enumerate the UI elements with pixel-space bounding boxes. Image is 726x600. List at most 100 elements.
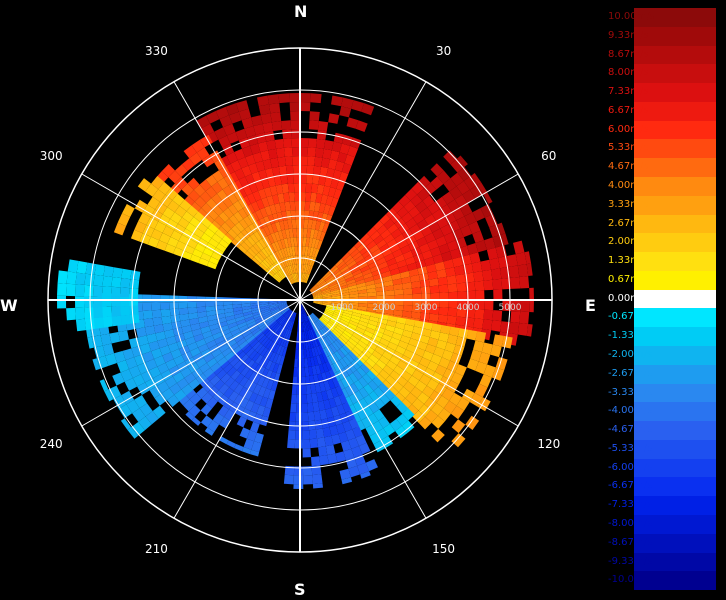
velocity-cell	[468, 221, 481, 234]
velocity-cell	[447, 334, 458, 345]
velocity-cell	[279, 269, 286, 278]
velocity-cell	[283, 257, 289, 267]
velocity-cell	[84, 284, 94, 297]
velocity-cell	[286, 247, 291, 257]
velocity-cell	[357, 286, 367, 291]
velocity-cell	[339, 334, 349, 343]
bearing-line	[173, 299, 301, 519]
colorbar-label: -4.00m/s	[608, 405, 653, 417]
velocity-cell	[270, 307, 280, 312]
velocity-cell	[269, 303, 279, 308]
velocity-cell	[184, 244, 195, 255]
velocity-cell	[449, 392, 462, 406]
velocity-cell	[287, 430, 296, 440]
velocity-cell	[280, 174, 288, 185]
velocity-cell	[308, 265, 313, 275]
velocity-cell	[345, 375, 354, 386]
velocity-cell	[332, 377, 340, 388]
velocity-cell	[222, 185, 234, 197]
velocity-cell	[437, 170, 451, 184]
velocity-cell	[206, 198, 218, 210]
velocity-cell	[373, 234, 384, 245]
velocity-cell	[366, 323, 377, 331]
velocity-cell	[345, 257, 355, 266]
velocity-cell	[367, 303, 377, 308]
velocity-cell	[290, 264, 295, 274]
velocity-cell	[332, 362, 341, 373]
velocity-cell	[303, 349, 308, 359]
velocity-cell	[301, 304, 305, 313]
colorbar-label: 5.33m/s	[608, 142, 649, 154]
velocity-cell	[491, 320, 502, 332]
velocity-cell	[365, 280, 375, 286]
velocity-cell	[314, 332, 321, 342]
velocity-cell	[327, 321, 336, 329]
velocity-cell	[332, 372, 341, 383]
velocity-cell	[343, 310, 353, 315]
velocity-cell	[176, 378, 189, 390]
velocity-cell	[202, 330, 213, 339]
velocity-cell	[311, 313, 319, 321]
velocity-cell	[346, 117, 359, 129]
velocity-cell	[196, 301, 206, 308]
velocity-cell	[219, 436, 229, 445]
velocity-cell	[183, 145, 197, 159]
bearing-label: 120	[537, 436, 561, 451]
velocity-cell	[265, 360, 273, 370]
velocity-cell	[303, 228, 308, 238]
velocity-cell	[311, 393, 318, 403]
velocity-cell	[201, 202, 213, 215]
velocity-cell	[237, 321, 247, 329]
velocity-cell	[444, 342, 456, 353]
velocity-cell	[132, 374, 145, 387]
velocity-cell	[288, 246, 293, 256]
velocity-cell	[172, 193, 185, 206]
velocity-cell	[397, 340, 409, 350]
velocity-cell	[286, 174, 294, 184]
velocity-cell	[397, 360, 408, 371]
velocity-cell	[418, 416, 432, 430]
velocity-cell	[258, 141, 269, 153]
velocity-cell	[294, 264, 298, 274]
velocity-cell	[258, 238, 267, 249]
velocity-cell	[325, 276, 334, 283]
colorbar-swatch	[634, 439, 716, 460]
colorbar-swatch	[634, 177, 716, 197]
velocity-cell	[168, 342, 179, 353]
velocity-cell	[339, 346, 349, 356]
velocity-cell	[308, 320, 314, 330]
colorbar-swatch	[634, 214, 716, 234]
velocity-cell	[381, 333, 392, 342]
velocity-cell	[229, 380, 240, 391]
velocity-cell	[241, 447, 252, 455]
velocity-cell	[368, 390, 380, 402]
velocity-cell	[244, 126, 256, 138]
velocity-cell	[187, 301, 197, 308]
velocity-cell	[301, 273, 305, 283]
velocity-cell	[311, 324, 317, 333]
velocity-cell	[309, 314, 316, 323]
velocity-cell	[318, 203, 326, 214]
velocity-cell	[256, 252, 265, 262]
velocity-cell	[459, 203, 473, 217]
velocity-cell	[189, 347, 201, 357]
velocity-cell	[511, 300, 521, 312]
velocity-cell	[312, 293, 322, 297]
velocity-cell	[447, 283, 458, 293]
velocity-cell	[205, 306, 216, 312]
velocity-cell	[301, 367, 306, 377]
velocity-cell	[360, 265, 370, 273]
velocity-cell	[258, 104, 271, 116]
velocity-cell	[255, 132, 267, 144]
velocity-cell	[346, 340, 356, 350]
velocity-cell	[291, 129, 300, 139]
velocity-cell	[300, 183, 307, 193]
velocity-cell	[84, 307, 94, 319]
velocity-cell	[324, 435, 334, 447]
velocity-cell	[224, 351, 235, 361]
velocity-cell	[219, 417, 231, 429]
velocity-cell	[156, 240, 168, 251]
velocity-cell	[201, 123, 215, 137]
velocity-cell	[394, 294, 404, 300]
velocity-cell	[266, 350, 274, 361]
